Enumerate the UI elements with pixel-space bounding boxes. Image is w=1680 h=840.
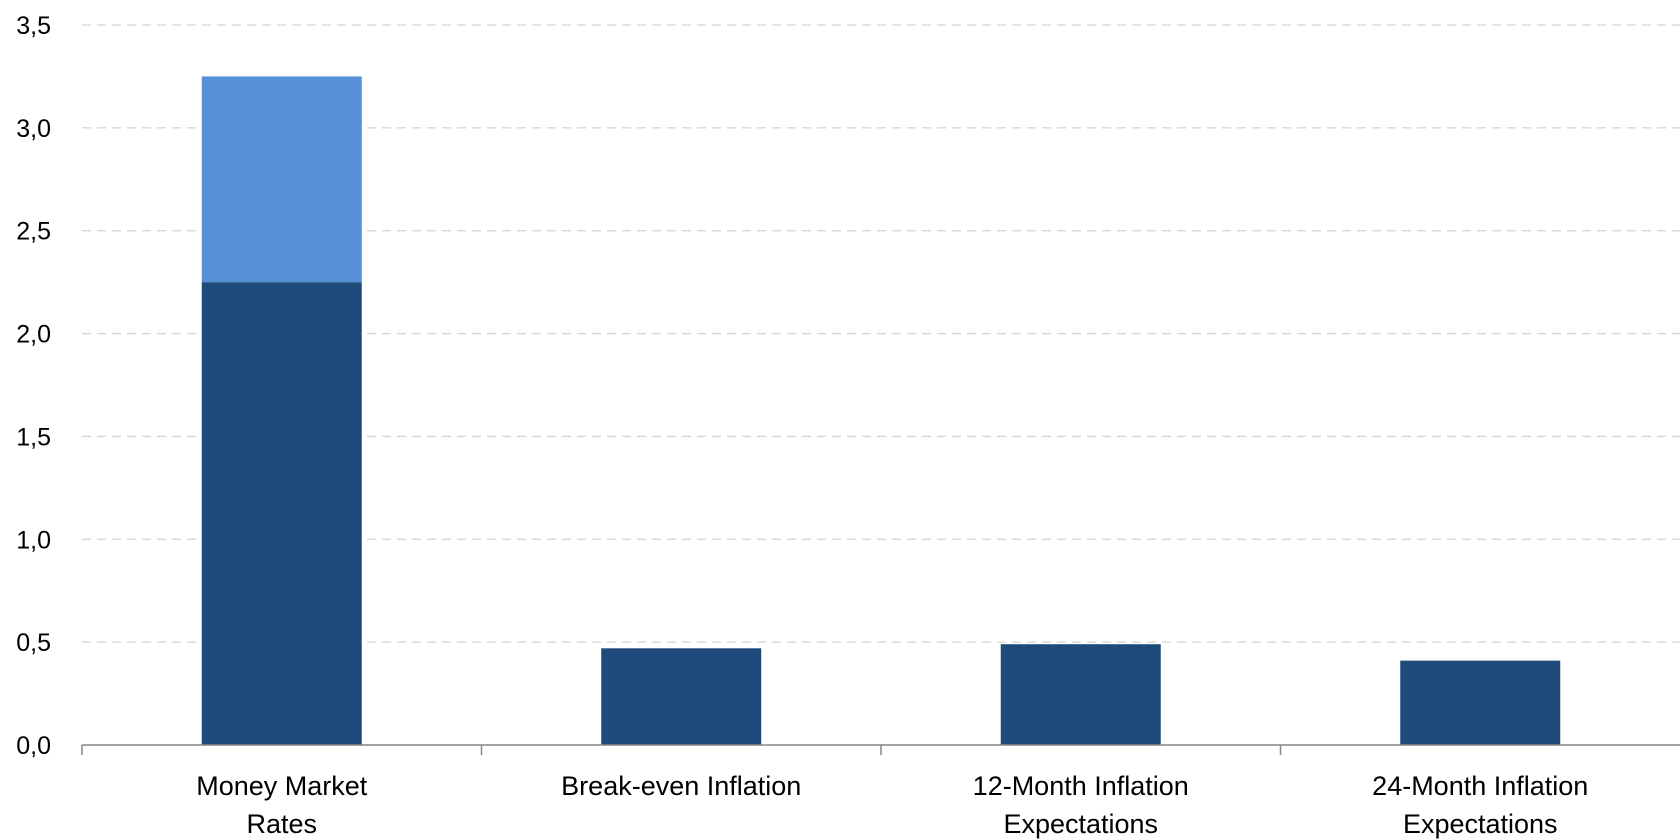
y-tick-label: 0,0: [16, 732, 51, 760]
y-tick-label: 1,5: [16, 423, 51, 451]
x-axis-category-labels: Money Market Rates Break-even Inflation 12-…: [196, 771, 1588, 839]
y-tick-label: 0,5: [16, 629, 51, 657]
bar-segment-series-1-cat-1: [201, 282, 362, 745]
y-tick-label: 1,0: [16, 526, 51, 554]
x-category-label: Break-even Inflation: [561, 771, 801, 801]
x-category-label-line: Break-even Inflation: [561, 771, 801, 801]
gridlines: [82, 24, 1680, 643]
y-tick-label: 3,0: [16, 115, 51, 143]
bar-segment-series-2-cat-1: [201, 76, 362, 283]
x-category-label: 12-Month Inflation Expectations: [973, 771, 1189, 839]
bar-segment-series-1-cat-2: [601, 648, 762, 745]
y-tick-label: 2,5: [16, 218, 51, 246]
x-category-label-line: Rates: [246, 809, 317, 839]
x-category-label-line: Expectations: [1003, 809, 1158, 839]
y-tick-label: 2,0: [16, 321, 51, 349]
x-category-label: 24-Month Inflation Expectations: [1372, 771, 1588, 839]
x-axis: [81, 744, 1680, 755]
y-axis-tick-labels: 0,0 0,5 1,0 1,5 2,0 2,5 3,0 3,5: [16, 12, 51, 760]
bars: [201, 76, 1561, 745]
y-tick-label: 3,5: [16, 12, 51, 40]
x-category-label-line: Expectations: [1403, 809, 1558, 839]
x-category-label: Money Market Rates: [196, 771, 368, 839]
x-category-label-line: Money Market: [196, 771, 368, 801]
x-category-label-line: 24-Month Inflation: [1372, 771, 1588, 801]
bar-segment-series-1-cat-4: [1400, 660, 1561, 745]
x-category-label-line: 12-Month Inflation: [973, 771, 1189, 801]
bar-segment-series-1-cat-3: [1000, 644, 1161, 745]
